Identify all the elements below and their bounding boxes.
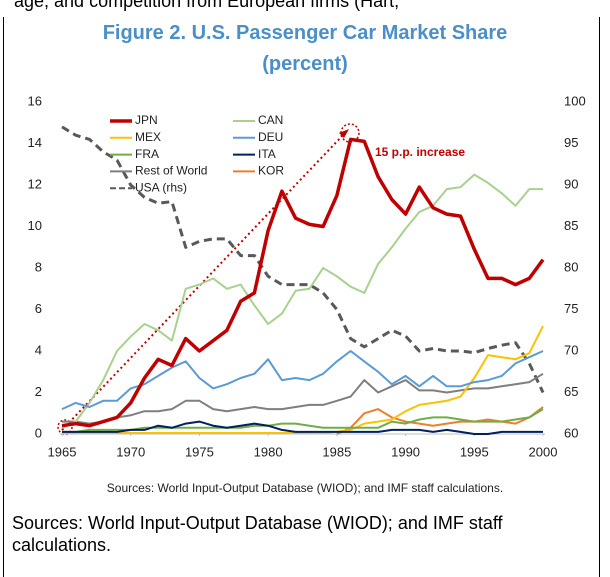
legend-label: FRA xyxy=(135,147,159,161)
y2-tick-label: 100 xyxy=(564,93,586,108)
y2-tick-label: 70 xyxy=(564,342,578,357)
y2-tick-label: 85 xyxy=(564,218,578,233)
x-tick-label: 2000 xyxy=(529,444,558,459)
caption: Sources: World Input-Output Database (WI… xyxy=(12,513,503,555)
annotation-arrow xyxy=(61,132,346,431)
x-tick-label: 1965 xyxy=(48,444,77,459)
y-tick-label: 16 xyxy=(28,93,42,108)
x-tick-label: 1970 xyxy=(116,444,145,459)
legend-label: USA (rhs) xyxy=(135,180,187,194)
y2-tick-label: 90 xyxy=(564,176,578,191)
y2-tick-label: 65 xyxy=(564,384,578,399)
x-tick-label: 1990 xyxy=(391,444,420,459)
y-tick-label: 10 xyxy=(28,218,42,233)
x-tick-label: 1995 xyxy=(460,444,489,459)
y-tick-label: 12 xyxy=(28,176,42,191)
y-tick-label: 4 xyxy=(35,342,42,357)
y2-tick-label: 95 xyxy=(564,135,578,150)
series-line xyxy=(62,408,544,433)
arrow-head xyxy=(339,129,349,138)
annotation-circle xyxy=(57,419,73,435)
y-tick-label: 8 xyxy=(35,259,42,274)
y2-tick-label: 60 xyxy=(564,425,578,440)
header-fragment: age, and competition from European firms… xyxy=(14,0,400,11)
legend-label: JPN xyxy=(135,113,158,127)
source-note: Sources: World Input-Output Database (WI… xyxy=(107,481,503,495)
y-tick-label: 2 xyxy=(35,384,42,399)
y2-tick-label: 80 xyxy=(564,259,578,274)
x-tick-label: 1975 xyxy=(185,444,214,459)
annotation-circle xyxy=(340,123,360,143)
chart: 15 p.p. increase Sources: World Input-Ou… xyxy=(28,93,586,495)
x-tick-label: 1985 xyxy=(322,444,351,459)
page: {"header_fragment": "age, and competitio… xyxy=(3,0,600,577)
series-line xyxy=(61,173,543,429)
series-line xyxy=(62,325,544,434)
legend-label: CAN xyxy=(258,113,283,127)
legend-label: KOR xyxy=(258,164,284,178)
series-line xyxy=(336,406,544,435)
y2-tick-label: 75 xyxy=(564,301,578,316)
series-line xyxy=(61,350,544,411)
chart-title: Figure 2. U.S. Passenger Car Market Shar… xyxy=(102,22,508,75)
figure-box xyxy=(3,17,600,577)
legend-label: DEU xyxy=(258,130,283,144)
series-line xyxy=(61,137,545,428)
legend-label: ITA xyxy=(258,147,276,161)
series-line xyxy=(62,372,544,425)
x-tick-label: 1980 xyxy=(254,444,283,459)
series-line xyxy=(62,420,543,435)
series-line xyxy=(61,125,545,394)
y-tick-label: 6 xyxy=(35,301,42,316)
y-tick-label: 0 xyxy=(35,425,42,440)
annotation: 15 p.p. increase xyxy=(375,145,465,159)
y-tick-label: 14 xyxy=(28,135,42,150)
legend-label: Rest of World xyxy=(135,164,207,178)
legend-label: MEX xyxy=(135,130,161,144)
